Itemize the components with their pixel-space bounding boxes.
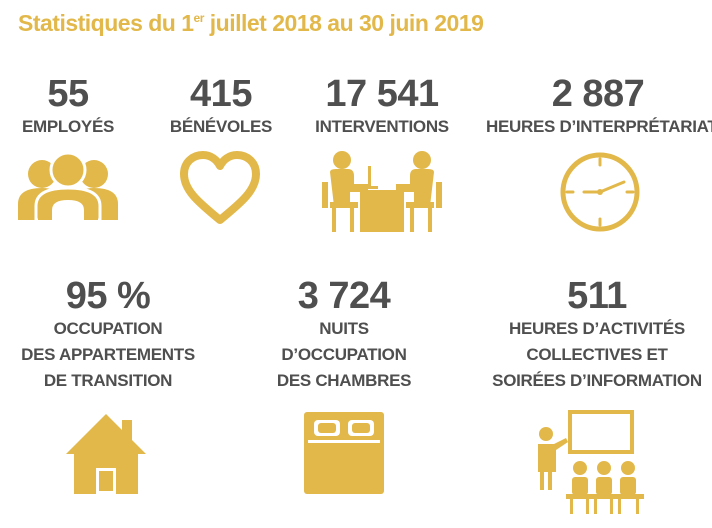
stat-value: 3 724: [297, 275, 391, 317]
stat-label: BÉNÉVOLES: [169, 117, 273, 136]
stat-rooms: 3 724 NUITS D’OCCUPATION DES CHAMBRES: [266, 276, 422, 394]
stat-interpretation: 2 887 HEURES D’INTERPRÉTARIAT: [486, 73, 712, 140]
stat-interventions: 17 541 INTERVENTIONS: [312, 74, 452, 140]
stat-value: 2 887: [551, 73, 645, 115]
stat-activities: 511 HEURES D’ACTIVITÉS COLLECTIVES ET SO…: [492, 276, 702, 394]
meeting-icon: [316, 150, 448, 234]
stat-value: 17 541: [325, 73, 439, 115]
stat-label: DE TRANSITION: [43, 371, 173, 390]
stat-value: 95 %: [65, 275, 151, 317]
stat-value: 415: [190, 73, 252, 115]
stat-label: OCCUPATION: [53, 319, 163, 338]
stat-label: D’OCCUPATION: [281, 345, 407, 364]
stat-apartments: 95 % OCCUPATION DES APPARTEMENTS DE TRAN…: [20, 276, 196, 394]
stat-label: DES APPARTEMENTS: [21, 345, 195, 364]
people-icon: [18, 150, 118, 220]
stat-label: DES CHAMBRES: [276, 371, 412, 390]
page-title: Statistiques du 1er juillet 2018 au 30 j…: [18, 10, 484, 36]
stat-label: HEURES D’ACTIVITÉS: [509, 319, 685, 338]
presentation-icon: [532, 410, 652, 514]
stat-value: 511: [567, 275, 627, 317]
heart-icon: [178, 150, 262, 226]
clock-icon: [558, 150, 642, 234]
stat-value: 55: [47, 73, 89, 115]
stat-volunteers: 415 BÉNÉVOLES: [166, 74, 276, 140]
title-superscript: er: [193, 11, 205, 25]
stat-label: SOIRÉES D’INFORMATION: [492, 371, 702, 390]
stat-label: EMPLOYÉS: [21, 117, 115, 136]
stat-label: INTERVENTIONS: [315, 117, 449, 136]
stat-employees: 55 EMPLOYÉS: [18, 74, 118, 140]
stat-label: NUITS: [319, 319, 369, 338]
stat-label: COLLECTIVES ET: [526, 345, 668, 364]
stat-label: HEURES D’INTERPRÉTARIAT: [486, 117, 712, 136]
house-icon: [66, 412, 146, 494]
bed-icon: [300, 412, 388, 494]
